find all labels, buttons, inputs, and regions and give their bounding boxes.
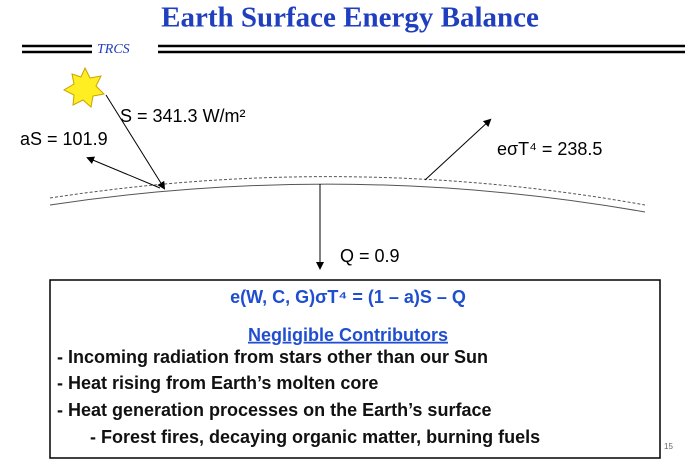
arrows [86, 94, 492, 270]
item: - Heat generation processes on the Earth… [57, 400, 491, 420]
item: - Forest fires, decaying organic matter,… [90, 427, 540, 447]
box [49, 279, 661, 459]
atmosphere [49, 176, 646, 206]
emitted-label: eσT⁴ = 238.5 [497, 139, 602, 159]
page-number: 15 [664, 442, 673, 451]
item: - Incoming radiation from stars other th… [57, 347, 488, 367]
ground-label: Q = 0.9 [340, 246, 400, 266]
sun [62, 66, 106, 108]
incoming-label: S = 341.3 W/m² [120, 106, 246, 126]
item: - Heat rising from Earth’s molten core [57, 373, 378, 393]
reflected-label: aS = 101.9 [20, 129, 108, 149]
heading: Negligible Contributors [248, 325, 448, 345]
equation: e(W, C, G)σT⁴ = (1 – a)S – Q [230, 287, 466, 307]
surface [49, 183, 646, 213]
tag: TRCS [97, 42, 130, 57]
rule [22, 44, 685, 54]
title: Earth Surface Energy Balance [161, 2, 539, 34]
